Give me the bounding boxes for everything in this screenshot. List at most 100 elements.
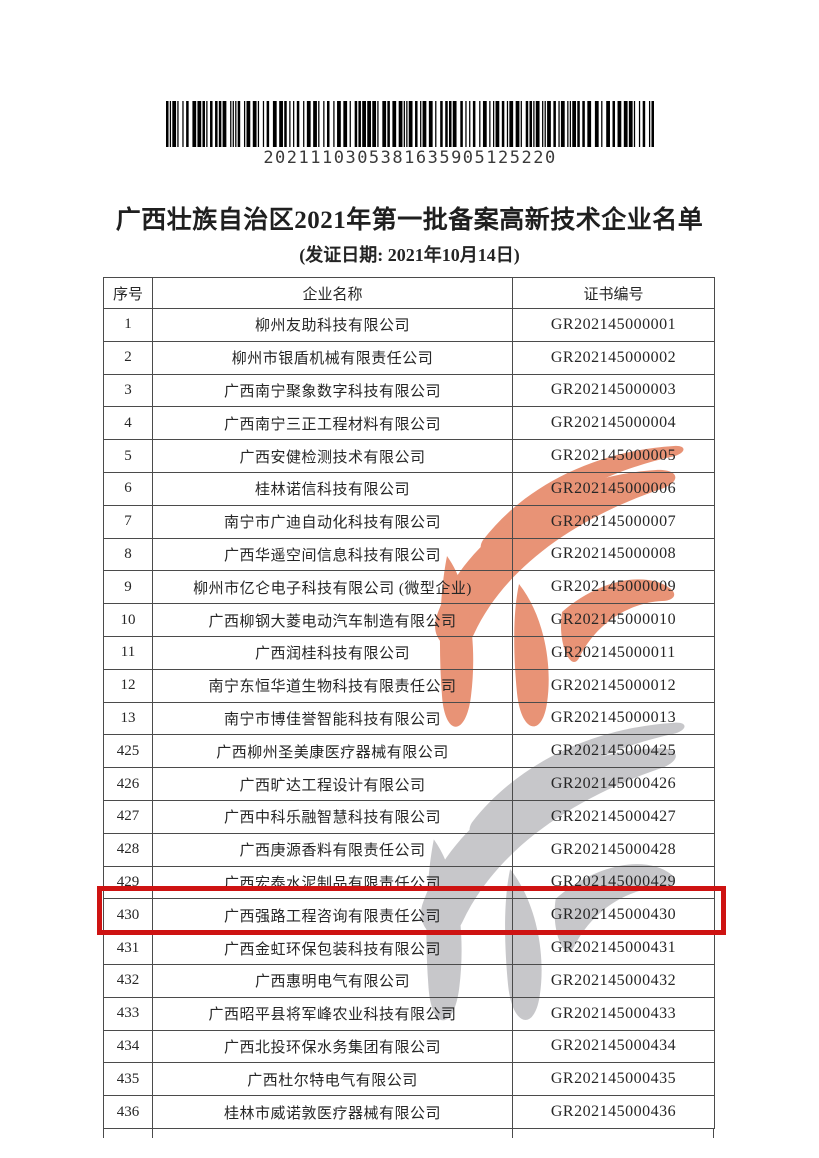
serial-cell: 436: [103, 1095, 153, 1129]
cert-number-cell: GR202145000009: [512, 570, 715, 605]
serial-cell: 430: [103, 898, 153, 933]
cert-number-cell: GR202145000435: [512, 1062, 715, 1097]
company-name-cell: 广西中科乐融智慧科技有限公司: [152, 799, 513, 834]
cert-number-cell: GR202145000432: [512, 963, 715, 998]
serial-cell: 427: [103, 799, 153, 834]
company-name-cell: 广西柳钢大菱电动汽车制造有限公司: [152, 603, 513, 637]
table-row: 6 桂林诺信科技有限公司 GR202145000006: [103, 471, 715, 506]
company-name-cell: 广西旷达工程设计有限公司: [152, 767, 513, 801]
table-row: 10 广西柳钢大菱电动汽车制造有限公司 GR202145000010: [103, 603, 715, 637]
company-name-cell: 广西润桂科技有限公司: [152, 635, 513, 670]
company-name-cell: 南宁市博佳誉智能科技有限公司: [152, 701, 513, 736]
serial-cell: 433: [103, 996, 153, 1031]
serial-cell: 428: [103, 832, 153, 867]
table-row: 2 柳州市银盾机械有限责任公司 GR202145000002: [103, 340, 715, 375]
table-row: 11 广西润桂科技有限公司 GR202145000011: [103, 635, 715, 670]
table-row: 432 广西惠明电气有限公司 GR202145000432: [103, 963, 715, 998]
serial-column-header: 序号: [103, 277, 153, 309]
enterprise-table: 序号 企业名称 证书编号 1 柳州友助科技有限公司 GR202145000001…: [103, 277, 715, 1129]
serial-cell: 432: [103, 963, 153, 998]
certificate-column-header: 证书编号: [512, 277, 715, 309]
cert-number-cell: GR202145000004: [512, 406, 715, 441]
table-body: 1 柳州友助科技有限公司 GR202145000001 2 柳州市银盾机械有限责…: [103, 308, 715, 1129]
cert-number-cell: GR202145000006: [512, 471, 715, 506]
serial-cell: 435: [103, 1062, 153, 1097]
cert-number-cell: GR202145000005: [512, 439, 715, 473]
cert-number-cell: GR202145000013: [512, 701, 715, 736]
table-row: 4 广西南宁三正工程材料有限公司 GR202145000004: [103, 406, 715, 441]
cert-number-cell: GR202145000427: [512, 799, 715, 834]
cert-number-cell: GR202145000431: [512, 931, 715, 965]
company-name-cell: 桂林诺信科技有限公司: [152, 471, 513, 506]
serial-cell: 3: [103, 373, 153, 408]
serial-cell: 431: [103, 931, 153, 965]
stub-divider-line: [512, 1128, 513, 1138]
cert-number-cell: GR202145000001: [512, 308, 715, 342]
cert-number-cell: GR202145000010: [512, 603, 715, 637]
table-row: 1 柳州友助科技有限公司 GR202145000001: [103, 308, 715, 342]
serial-cell: 11: [103, 635, 153, 670]
company-name-cell: 桂林市威诺敦医疗器械有限公司: [152, 1095, 513, 1129]
cert-number-cell: GR202145000426: [512, 767, 715, 801]
table-row: 425 广西柳州圣美康医疗器械有限公司 GR202145000425: [103, 734, 715, 769]
table-row: 428 广西庚源香料有限责任公司 GR202145000428: [103, 832, 715, 867]
company-name-cell: 广西北投环保水务集团有限公司: [152, 1029, 513, 1064]
company-name-cell: 广西宏泰水泥制品有限责任公司: [152, 865, 513, 900]
company-name-cell: 广西南宁三正工程材料有限公司: [152, 406, 513, 441]
table-row: 435 广西杜尔特电气有限公司 GR202145000435: [103, 1062, 715, 1097]
serial-cell: 7: [103, 504, 153, 539]
cert-number-cell: GR202145000008: [512, 537, 715, 572]
company-name-cell: 广西强路工程咨询有限责任公司: [152, 898, 513, 933]
barcode-bars-icon: [166, 101, 654, 147]
company-name-cell: 柳州友助科技有限公司: [152, 308, 513, 342]
table-row: 7 南宁市广迪自动化科技有限公司 GR202145000007: [103, 504, 715, 539]
page-title: 广西壮族自治区2021年第一批备案高新技术企业名单: [115, 206, 704, 234]
serial-cell: 10: [103, 603, 153, 637]
company-name-cell: 广西惠明电气有限公司: [152, 963, 513, 998]
company-name-cell: 广西柳州圣美康医疗器械有限公司: [152, 734, 513, 769]
serial-cell: 6: [103, 471, 153, 506]
serial-cell: 12: [103, 668, 153, 703]
table-row: 8 广西华遥空间信息科技有限公司 GR202145000008: [103, 537, 715, 572]
table-row: 434 广西北投环保水务集团有限公司 GR202145000434: [103, 1029, 715, 1064]
serial-cell: 8: [103, 537, 153, 572]
cert-number-cell: GR202145000433: [512, 996, 715, 1031]
barcode: 2021110305381635905125220: [166, 101, 654, 168]
serial-cell: 5: [103, 439, 153, 473]
serial-cell: 434: [103, 1029, 153, 1064]
serial-cell: 425: [103, 734, 153, 769]
company-name-cell: 南宁市广迪自动化科技有限公司: [152, 504, 513, 539]
company-name-cell: 广西安健检测技术有限公司: [152, 439, 513, 473]
cert-number-cell: GR202145000007: [512, 504, 715, 539]
company-name-cell: 柳州市亿仑电子科技有限公司 (微型企业): [152, 570, 513, 605]
cert-number-cell: GR202145000002: [512, 340, 715, 375]
cert-number-cell: GR202145000430: [512, 898, 715, 933]
table-row: 3 广西南宁聚象数字科技有限公司 GR202145000003: [103, 373, 715, 408]
table-row: 426 广西旷达工程设计有限公司 GR202145000426: [103, 767, 715, 801]
table-row: 436 桂林市威诺敦医疗器械有限公司 GR202145000436: [103, 1095, 715, 1129]
serial-cell: 1: [103, 308, 153, 342]
table-row: 12 南宁东恒华道生物科技有限责任公司 GR202145000012: [103, 668, 715, 703]
cert-number-cell: GR202145000425: [512, 734, 715, 769]
company-name-cell: 广西昭平县将军峰农业科技有限公司: [152, 996, 513, 1031]
company-name-cell: 广西金虹环保包装科技有限公司: [152, 931, 513, 965]
serial-cell: 9: [103, 570, 153, 605]
company-column-header: 企业名称: [152, 277, 513, 309]
cert-number-cell: GR202145000434: [512, 1029, 715, 1064]
company-name-cell: 广西杜尔特电气有限公司: [152, 1062, 513, 1097]
cert-number-cell: GR202145000012: [512, 668, 715, 703]
cert-number-cell: GR202145000003: [512, 373, 715, 408]
table-row: 431 广西金虹环保包装科技有限公司 GR202145000431: [103, 931, 715, 965]
serial-cell: 426: [103, 767, 153, 801]
cert-number-cell: GR202145000011: [512, 635, 715, 670]
table-row: 13 南宁市博佳誉智能科技有限公司 GR202145000013: [103, 701, 715, 736]
serial-cell: 4: [103, 406, 153, 441]
table-row: 430 广西强路工程咨询有限责任公司 GR202145000430: [103, 898, 715, 933]
company-name-cell: 广西庚源香料有限责任公司: [152, 832, 513, 867]
cert-number-cell: GR202145000429: [512, 865, 715, 900]
table-row: 433 广西昭平县将军峰农业科技有限公司 GR202145000433: [103, 996, 715, 1031]
serial-cell: 429: [103, 865, 153, 900]
company-name-cell: 广西华遥空间信息科技有限公司: [152, 537, 513, 572]
issue-date-subtitle: (发证日期: 2021年10月14日): [299, 245, 520, 265]
